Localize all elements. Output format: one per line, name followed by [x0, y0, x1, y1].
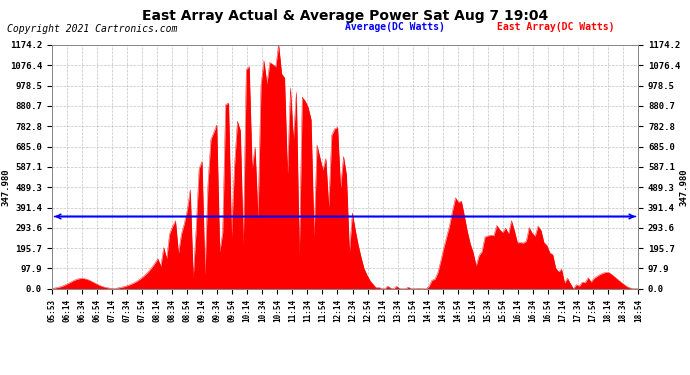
Text: 347.980: 347.980	[1, 169, 10, 206]
Text: 347.980: 347.980	[680, 169, 689, 206]
Text: Average(DC Watts): Average(DC Watts)	[345, 22, 445, 33]
Text: Copyright 2021 Cartronics.com: Copyright 2021 Cartronics.com	[7, 24, 177, 34]
Text: East Array Actual & Average Power Sat Aug 7 19:04: East Array Actual & Average Power Sat Au…	[142, 9, 548, 23]
Text: East Array(DC Watts): East Array(DC Watts)	[497, 22, 614, 33]
